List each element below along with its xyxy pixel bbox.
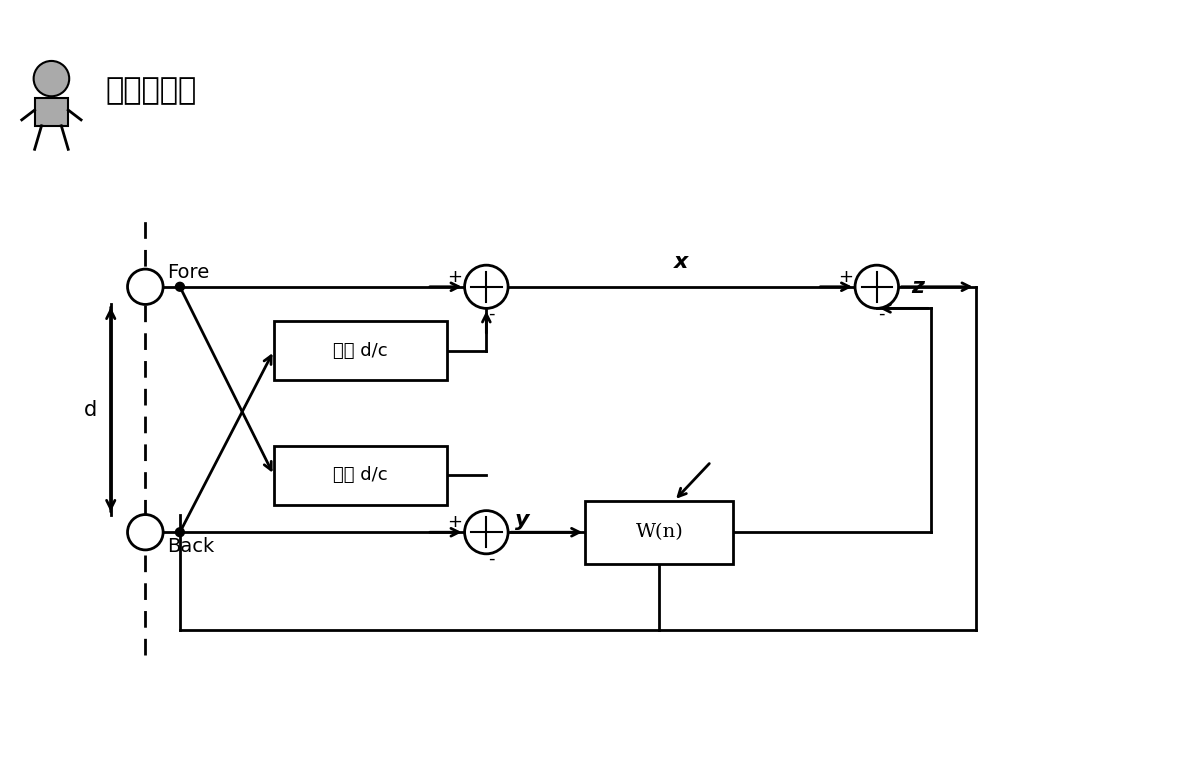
Circle shape [464, 510, 508, 554]
Circle shape [464, 265, 508, 308]
Text: d: d [84, 399, 97, 419]
FancyBboxPatch shape [274, 446, 446, 505]
FancyBboxPatch shape [35, 98, 69, 125]
Text: $\bfit{x}$: $\bfit{x}$ [672, 252, 691, 272]
Text: +: + [448, 513, 462, 532]
Text: 目标说话人: 目标说话人 [106, 76, 197, 105]
FancyBboxPatch shape [585, 501, 734, 564]
Circle shape [855, 265, 899, 308]
Circle shape [176, 528, 184, 537]
Circle shape [128, 515, 164, 550]
Circle shape [176, 282, 184, 291]
Text: 延迟 d/c: 延迟 d/c [333, 342, 387, 360]
Text: $\bfit{y}$: $\bfit{y}$ [514, 513, 532, 532]
Circle shape [128, 269, 164, 304]
Text: W(n): W(n) [635, 523, 683, 541]
Text: +: + [837, 268, 853, 286]
Text: $\bfit{z}$: $\bfit{z}$ [912, 277, 926, 297]
Text: Fore: Fore [167, 263, 209, 282]
Text: +: + [448, 268, 462, 286]
Text: -: - [878, 304, 885, 322]
Text: -: - [488, 304, 494, 322]
Circle shape [34, 61, 70, 96]
Text: Back: Back [167, 537, 214, 556]
FancyBboxPatch shape [274, 321, 446, 380]
Text: -: - [488, 550, 494, 568]
Text: 延迟 d/c: 延迟 d/c [333, 467, 387, 484]
